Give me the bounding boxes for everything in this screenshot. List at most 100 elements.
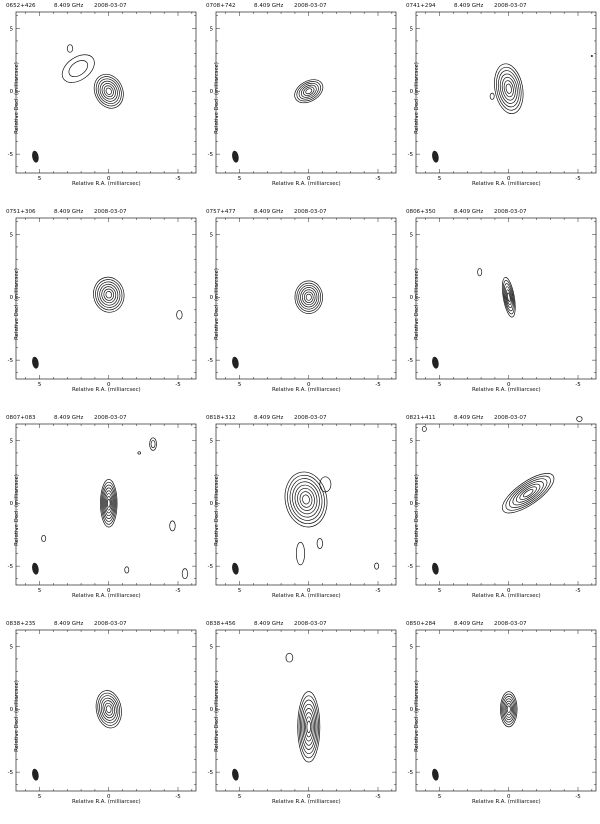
source-contour xyxy=(306,720,311,734)
y-axis-label: Relative Decl. (milliarcsec) xyxy=(414,268,420,340)
contour-panel: 0741+294 8.409 GHz 2008-03-07 5 5 0 0 -5 -5 Relat… xyxy=(402,0,600,206)
source-contour xyxy=(504,700,513,718)
y-tick-label: -5 xyxy=(408,152,413,158)
panel-source: 0850+284 xyxy=(406,621,436,627)
panel-date: 2008-03-07 xyxy=(294,621,327,627)
source-contour xyxy=(505,289,512,306)
plot-frame xyxy=(415,217,597,380)
panel-date: 2008-03-07 xyxy=(494,209,527,215)
source-contour xyxy=(103,487,115,519)
x-tick-label: 0 xyxy=(507,588,511,594)
y-axis-label: Relative Decl. (milliarcsec) xyxy=(214,680,220,752)
y-tick-label: 0 xyxy=(210,295,214,301)
plot-frame xyxy=(215,11,397,174)
panel-freq: 8.409 GHz xyxy=(254,621,284,627)
beam-ellipse xyxy=(232,562,239,575)
source-contour xyxy=(292,481,320,518)
x-tick-label: 5 xyxy=(38,794,41,800)
source-contour xyxy=(494,63,524,114)
x-axis-label: Relative R.A. (milliarcsec) xyxy=(272,387,341,393)
panel-source: 0818+312 xyxy=(206,415,236,421)
x-tick-label: 0 xyxy=(507,382,511,388)
x-tick-label: 0 xyxy=(107,382,111,388)
source-contour xyxy=(505,703,512,716)
source-contour xyxy=(501,277,516,318)
x-tick-label: -5 xyxy=(175,794,180,800)
extra-contour xyxy=(295,541,305,566)
y-tick-label: 5 xyxy=(210,26,213,32)
x-axis-label: Relative R.A. (milliarcsec) xyxy=(472,799,541,805)
y-tick-label: -5 xyxy=(8,358,13,364)
source-contour xyxy=(296,282,322,312)
source-contour xyxy=(298,82,319,100)
x-tick-label: 5 xyxy=(438,382,441,388)
contour-panel: 0838+235 8.409 GHz 2008-03-07 5 5 0 0 -5 -5 Relat… xyxy=(2,618,202,824)
y-tick-label: 0 xyxy=(10,89,14,95)
y-axis-label: Relative Decl. (milliarcsec) xyxy=(14,268,20,340)
source-contour xyxy=(97,78,120,104)
source-contour xyxy=(302,289,316,306)
source-contour xyxy=(287,474,325,525)
panel-header: 0751+306 8.409 GHz 2008-03-07 xyxy=(6,207,201,217)
source-contour xyxy=(284,471,328,528)
plot-frame xyxy=(15,423,197,586)
source-contour xyxy=(104,490,114,517)
source-contour xyxy=(103,85,114,98)
plot-frame xyxy=(415,11,597,174)
x-tick-label: -5 xyxy=(375,382,380,388)
source-contour xyxy=(97,692,121,726)
source-contour xyxy=(105,87,112,95)
panel-freq: 8.409 GHz xyxy=(54,621,84,627)
x-tick-label: 5 xyxy=(438,794,441,800)
beam-ellipse xyxy=(32,768,39,781)
y-tick-label: -5 xyxy=(208,770,213,776)
panel-date: 2008-03-07 xyxy=(94,621,127,627)
contour-plot: 5 5 0 0 -5 -5 xyxy=(408,629,597,800)
x-tick-label: -5 xyxy=(575,794,580,800)
source-contour xyxy=(297,487,315,511)
panel-header: 0818+312 8.409 GHz 2008-03-07 xyxy=(206,413,401,423)
source-contour xyxy=(296,81,322,102)
y-tick-label: 5 xyxy=(210,644,213,650)
y-tick-label: 5 xyxy=(210,438,213,444)
y-tick-label: 0 xyxy=(410,295,414,301)
beam-ellipse xyxy=(432,768,439,781)
x-tick-label: -5 xyxy=(575,382,580,388)
source-contour xyxy=(500,691,518,728)
panel-header: 0821+411 8.409 GHz 2008-03-07 xyxy=(406,413,600,423)
panel-header: 0652+426 8.409 GHz 2008-03-07 xyxy=(6,1,201,11)
y-tick-label: -5 xyxy=(8,152,13,158)
x-axis-label: Relative R.A. (milliarcsec) xyxy=(72,593,141,599)
extra-contour xyxy=(576,416,583,422)
beam-ellipse xyxy=(32,356,39,369)
source-contour xyxy=(297,691,321,763)
y-tick-label: -5 xyxy=(208,152,213,158)
y-tick-label: -5 xyxy=(8,770,13,776)
source-contour xyxy=(302,708,315,746)
contour-plot: 5 5 0 0 -5 -5 xyxy=(208,11,397,182)
panel-source: 0751+306 xyxy=(6,209,36,215)
panel-source: 0838+456 xyxy=(206,621,236,627)
source-contour xyxy=(99,80,118,102)
x-tick-label: 0 xyxy=(507,176,511,182)
y-tick-label: 0 xyxy=(210,89,214,95)
contour-panel: 0757+477 8.409 GHz 2008-03-07 5 5 0 0 -5 -5 Relat… xyxy=(202,206,402,412)
y-axis-label: Relative Decl. (milliarcsec) xyxy=(14,474,20,546)
panel-freq: 8.409 GHz xyxy=(54,209,84,215)
source-contour xyxy=(302,494,310,505)
y-tick-label: -5 xyxy=(208,564,213,570)
extra-contour xyxy=(149,437,157,451)
panel-source: 0807+083 xyxy=(6,415,36,421)
panel-date: 2008-03-07 xyxy=(294,209,327,215)
x-tick-label: 0 xyxy=(307,588,311,594)
panel-freq: 8.409 GHz xyxy=(254,3,284,9)
x-axis-label: Relative R.A. (milliarcsec) xyxy=(72,799,141,805)
x-tick-label: -5 xyxy=(175,382,180,388)
y-tick-label: 0 xyxy=(410,707,414,713)
source-contour xyxy=(95,279,123,311)
extra-contour xyxy=(41,534,47,542)
panel-freq: 8.409 GHz xyxy=(254,415,284,421)
extra-contour xyxy=(285,652,294,663)
source-contour xyxy=(99,695,119,724)
x-axis-label: Relative R.A. (milliarcsec) xyxy=(272,181,341,187)
